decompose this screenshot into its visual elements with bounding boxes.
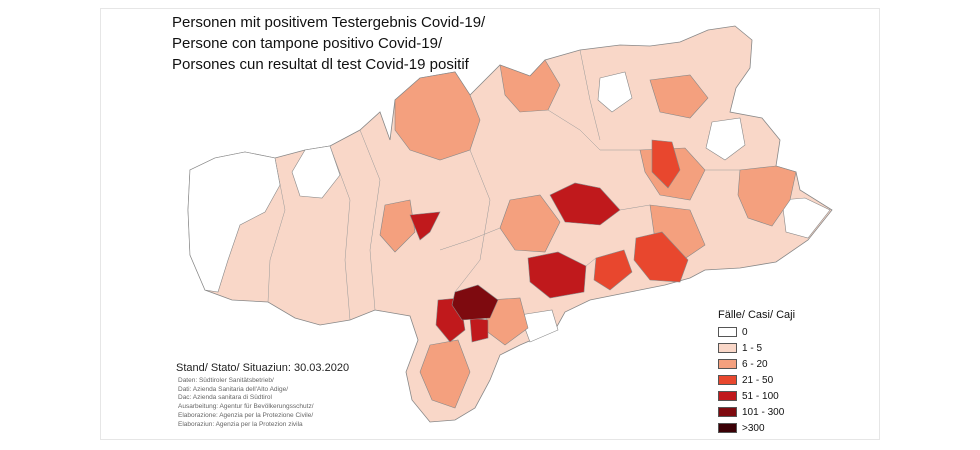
legend-swatch xyxy=(718,423,737,433)
legend-row: >300 xyxy=(718,420,795,436)
source-credits: Daten: Südtiroler Sanitätsbetrieb/ Dati:… xyxy=(178,377,314,429)
municipality-51-100-kastelruth xyxy=(527,251,587,299)
legend-label: 6 - 20 xyxy=(742,358,768,370)
map-frame xyxy=(100,8,880,440)
credit-line: Dac: Azienda sanitara di Südtirol xyxy=(178,394,272,402)
credit-line: Elaboraziun: Agenzia per la Protezion zi… xyxy=(178,420,303,428)
map-title: Personen mit positivem Testergebnis Covi… xyxy=(172,12,485,75)
municipality-zero-east xyxy=(705,117,746,161)
municipality-zero-north xyxy=(597,71,633,113)
credit-line: Dati: Azienda Sanitaria dell'Alto Adige/ xyxy=(178,385,289,393)
municipality-6-20-passeier xyxy=(394,71,481,161)
legend-swatch xyxy=(718,343,737,353)
data-date: Stand/ Stato/ Situaziun: 30.03.2020 xyxy=(176,362,350,374)
legend-title: Fälle/ Casi/ Caji xyxy=(718,309,796,321)
legend-row: 101 - 300 xyxy=(718,404,795,420)
municipality-21-50-badia-south xyxy=(633,231,689,283)
title-line-italian: Persone con tampone positivo Covid-19/ xyxy=(172,35,443,52)
credit-line: Daten: Südtiroler Sanitätsbetrieb/ xyxy=(178,377,274,384)
municipality-21-50-bruneck xyxy=(651,139,681,189)
municipality-zero-south xyxy=(519,309,559,343)
legend-label: 0 xyxy=(742,326,748,338)
legend-label: >300 xyxy=(742,422,765,434)
legend-label: 51 - 100 xyxy=(742,390,779,402)
legend-swatch xyxy=(718,327,737,337)
legend-label: 101 - 300 xyxy=(742,406,785,418)
municipality-51-100-meran-city xyxy=(409,211,441,241)
legend-label: 1 - 5 xyxy=(742,342,763,354)
legend-swatch xyxy=(718,359,737,369)
municipality-21-50-gherdeina xyxy=(593,249,633,291)
legend-swatch xyxy=(718,375,737,385)
municipality-6-20-wipptal xyxy=(499,59,561,113)
legend-row: 1 - 5 xyxy=(718,340,795,356)
municipality-6-20-ahrntal xyxy=(649,74,709,119)
title-line-ladin: Porsones cun resultat dl test Covid-19 p… xyxy=(172,56,469,73)
municipality-6-20-badia xyxy=(737,165,797,227)
municipality-6-20-unterland xyxy=(419,339,471,409)
legend-swatch xyxy=(718,391,737,401)
legend-row: 51 - 100 xyxy=(718,388,795,404)
municipality-101-300-bozen xyxy=(451,284,499,321)
municipality-6-20-meran xyxy=(379,199,416,253)
title-line-german: Personen mit positivem Testergebnis Covi… xyxy=(172,14,486,31)
credit-line: Elaborazione: Agenzia per la Protezione … xyxy=(178,411,314,419)
map-legend: Fälle/ Casi/ Caji 0 1 - 5 6 - 20 21 - 50… xyxy=(718,309,795,436)
municipality-zero-west xyxy=(187,151,281,293)
legend-swatch xyxy=(718,407,737,417)
legend-row: 21 - 50 xyxy=(718,372,795,388)
legend-row: 0 xyxy=(718,324,795,340)
credit-line: Ausarbeitung: Agentur für Bevölkerungssc… xyxy=(178,403,314,411)
legend-label: 21 - 50 xyxy=(742,374,774,386)
municipality-zero-southeast xyxy=(781,197,831,239)
municipality-boundaries xyxy=(267,49,740,321)
legend-row: 6 - 20 xyxy=(718,356,795,372)
municipality-51-100-eppan xyxy=(469,317,489,343)
